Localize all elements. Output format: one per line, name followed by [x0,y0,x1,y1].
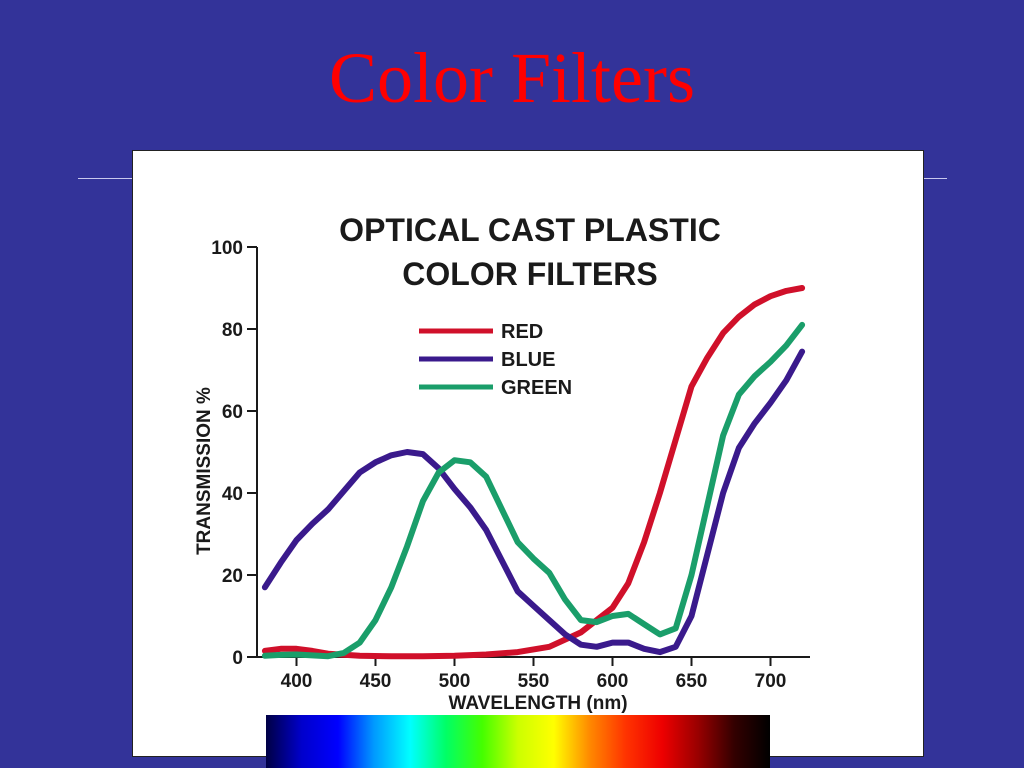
series-line-green [261,321,806,660]
legend: RED BLUE GREEN [419,321,572,399]
x-tick-label: 450 [360,671,392,692]
chart-panel: OPTICAL CAST PLASTIC COLOR FILTERS 0 20 40… [132,150,924,757]
series-lines [261,285,806,660]
series-line-red [261,285,806,660]
chart: OPTICAL CAST PLASTIC COLOR FILTERS 0 20 40… [194,212,810,714]
x-ticks: 400 450 500 550 600 650 700 [281,657,787,692]
slide-title: Color Filters [328,38,695,118]
x-tick-label: 600 [597,671,629,692]
x-tick-label: 550 [518,671,550,692]
y-ticks: 0 20 40 60 80 100 [211,238,257,669]
x-axis-title: WAVELENGTH (nm) [448,693,627,714]
legend-label-red: RED [501,321,543,343]
chart-title-line-1: OPTICAL CAST PLASTIC [339,212,721,248]
y-tick-label: 40 [222,484,243,505]
x-tick-label: 500 [439,671,471,692]
x-tick-label: 400 [281,671,313,692]
series-line-blue [261,348,806,656]
y-tick-label: 20 [222,566,243,587]
y-tick-label: 0 [232,648,243,669]
color-spectrum-bar [266,715,770,768]
x-tick-label: 650 [676,671,708,692]
x-tick-label: 700 [755,671,787,692]
y-tick-label: 100 [211,238,243,259]
y-tick-label: 60 [222,402,243,423]
legend-label-blue: BLUE [501,349,555,371]
y-tick-label: 80 [222,320,243,341]
legend-label-green: GREEN [501,377,572,399]
y-axis-title: TRANSMISSION % [194,387,215,555]
chart-title-line-2: COLOR FILTERS [402,256,657,292]
